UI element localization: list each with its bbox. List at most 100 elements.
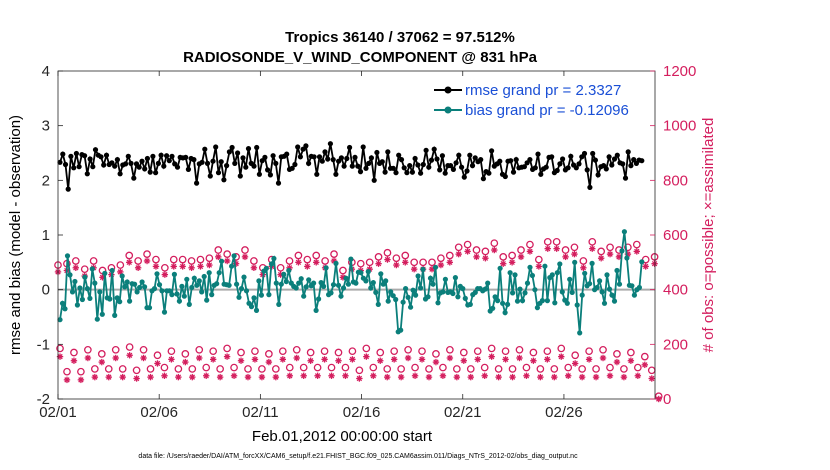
bias-point: [385, 298, 391, 304]
bias-point: [378, 271, 384, 277]
bias-point: [159, 288, 165, 294]
bias-point: [216, 270, 222, 276]
rmse-point: [415, 162, 421, 168]
obs-possible-low-point: [341, 363, 350, 372]
bias-point: [577, 330, 583, 336]
obs-assimilated-low-point: [530, 357, 537, 364]
bias-point: [321, 283, 327, 289]
bias-point: [191, 275, 197, 281]
rmse-point: [620, 161, 626, 167]
bias-point: [298, 276, 304, 282]
obs-assimilated-low-point: [411, 372, 419, 379]
obs-assimilated-low-point: [140, 354, 147, 362]
bias-point: [204, 297, 210, 303]
x-tick-label: 02/26: [545, 404, 583, 421]
obs-possible-low-point: [411, 363, 419, 372]
bias-point: [393, 296, 399, 303]
obs-possible-high-point: [534, 255, 543, 264]
obs-assimilated-low-point: [168, 356, 175, 363]
obs-possible-high-point: [463, 240, 472, 249]
rmse-point: [158, 152, 164, 158]
rmse-point: [489, 148, 495, 154]
rmse-point: [218, 159, 224, 165]
obs-possible-low-point: [369, 363, 378, 372]
obs-assimilated-high-point: [250, 264, 258, 271]
obs-assimilated-low-point: [558, 353, 565, 360]
obs-possible-low-point: [599, 345, 607, 354]
obs-assimilated-low-point: [105, 373, 112, 381]
obs-possible-low-point: [585, 347, 593, 356]
bias-point: [313, 307, 319, 313]
bias-point: [579, 292, 585, 298]
rmse-point: [349, 163, 355, 169]
bias-point: [276, 301, 282, 307]
obs-assimilated-low-point: [321, 356, 328, 363]
obs-assimilated-high-point: [642, 263, 649, 270]
rmse-point: [204, 160, 211, 166]
bias-point: [318, 280, 324, 286]
bias-point: [490, 305, 496, 311]
obs-assimilated-high-point: [553, 245, 560, 252]
obs-assimilated-low-point: [349, 356, 356, 363]
rmse-point: [412, 155, 418, 162]
rmse-point: [306, 160, 312, 166]
obs-possible-high-point: [419, 258, 427, 267]
bias-point: [450, 290, 456, 297]
obs-possible-high-point: [285, 257, 294, 265]
rmse-point: [535, 151, 541, 157]
bias-point: [333, 260, 339, 266]
bias-point: [440, 289, 446, 295]
obs-possible-low-point: [390, 347, 399, 356]
obs-possible-low-point: [432, 350, 440, 358]
obs-possible-low-point: [292, 345, 301, 354]
obs-possible-low-point: [522, 363, 531, 372]
rmse-point: [467, 152, 473, 158]
bias-point: [572, 259, 578, 265]
rmse-point: [194, 180, 200, 186]
obs-assimilated-high-point: [597, 255, 605, 262]
rmse-point: [404, 170, 410, 176]
bias-point: [238, 286, 245, 292]
obs-possible-high-point: [490, 239, 499, 248]
bias-point: [408, 304, 414, 310]
obs-possible-high-point: [143, 250, 151, 258]
bias-point: [184, 276, 190, 282]
obs-assimilated-high-point: [508, 259, 516, 266]
obs-assimilated-low-point: [203, 372, 210, 379]
obs-assimilated-high-point: [241, 253, 249, 261]
bias-point: [497, 265, 503, 271]
obs-assimilated-high-point: [223, 257, 231, 265]
obs-possible-high-point: [445, 251, 454, 260]
bias-point: [418, 285, 424, 291]
obs-possible-high-point: [570, 243, 579, 252]
obs-possible-low-point: [258, 365, 266, 373]
obs-possible-low-point: [508, 365, 517, 373]
bias-point: [467, 301, 473, 307]
obs-possible-high-point: [632, 240, 641, 249]
y2-tick-label: 200: [663, 336, 688, 353]
bias-point: [557, 261, 563, 267]
bias-point: [432, 264, 439, 270]
obs-possible-low-point: [111, 345, 120, 354]
rmse-point: [543, 164, 549, 170]
obs-assimilated-low-point: [627, 357, 635, 364]
obs-possible-high-point: [330, 250, 338, 258]
bias-point: [283, 278, 289, 285]
obs-assimilated-low-point: [126, 352, 133, 359]
rmse-point: [153, 170, 159, 176]
obs-possible-high-point: [428, 258, 436, 267]
obs-possible-high-point: [241, 246, 249, 254]
obs-possible-high-point: [437, 254, 445, 263]
obs-possible-low-point: [230, 363, 238, 372]
obs-assimilated-high-point: [464, 248, 471, 255]
rmse-point: [224, 163, 230, 169]
obs-possible-high-point: [356, 259, 365, 268]
bias-point: [69, 289, 76, 295]
obs-possible-low-point: [97, 350, 106, 358]
rmse-point: [557, 161, 563, 167]
rmse-point: [131, 175, 137, 181]
rmse-point: [295, 144, 301, 150]
rmse-point: [344, 155, 350, 162]
obs-possible-low-point: [543, 347, 552, 356]
